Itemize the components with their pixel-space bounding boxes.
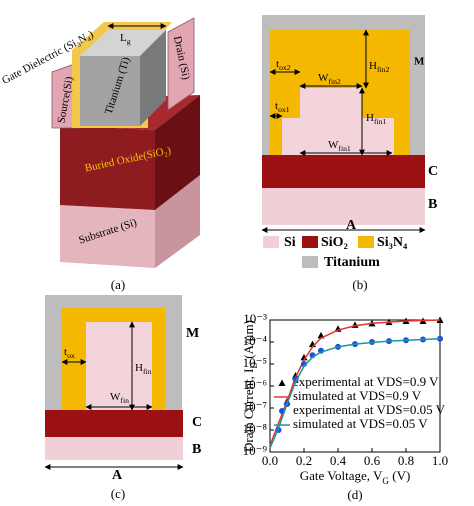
subscript: ox: [67, 351, 75, 360]
label: B: [192, 442, 201, 457]
caption: (c): [111, 486, 125, 501]
y-tick-label: 10⁻⁵: [243, 355, 267, 370]
text-part: Drain Current, I: [241, 369, 256, 452]
legend-label: experimental at VDS=0.9 V: [293, 374, 439, 389]
substrate-front: [60, 205, 155, 268]
x-tick-label: 0.4: [330, 453, 347, 468]
subscript: fin2: [328, 77, 341, 86]
legend-swatch: [302, 236, 318, 248]
gate-side: [140, 30, 166, 126]
subscript: D: [249, 362, 259, 369]
y-tick-label: 10⁻⁹: [243, 443, 268, 458]
substrate: [262, 188, 425, 225]
text-part: t: [276, 58, 279, 70]
substrate-side: [155, 175, 200, 268]
label: Hfin2: [369, 60, 389, 75]
panel-c: tox Hfin Wfin M C B A (c): [44, 295, 202, 501]
subscript: G: [382, 476, 389, 486]
text-part: L: [120, 32, 127, 44]
text-part: Gate Voltage, V: [300, 468, 383, 483]
text-part: W: [110, 391, 121, 403]
legend-label: Si: [284, 235, 296, 250]
text-part: H: [369, 60, 377, 72]
label: C: [192, 415, 202, 430]
text-part: W: [318, 72, 329, 84]
caption: (d): [347, 487, 362, 502]
box-side: [155, 95, 200, 210]
label: M: [186, 326, 199, 341]
fin-bottom: [282, 118, 394, 155]
label: C: [428, 164, 438, 179]
x-tick-label: 1.0: [432, 453, 448, 468]
label: Wfin2: [318, 72, 341, 87]
y-tick-label: 10⁻⁶: [243, 377, 267, 392]
subscript: fin: [120, 396, 129, 405]
y-tick-label: 10⁻³: [243, 311, 267, 326]
legend-swatch: [302, 256, 318, 268]
y-tick-label: 10⁻⁷: [243, 399, 267, 414]
y-tick-label: 10⁻⁴: [243, 333, 268, 348]
x-tick-label: 0.6: [364, 453, 381, 468]
label: B: [428, 197, 437, 212]
legend-label: simulated at VDS=0.9 V: [293, 388, 422, 403]
marker: [436, 316, 444, 323]
gate-front: [80, 56, 140, 126]
label: M: [414, 56, 425, 68]
caption: (b): [352, 277, 367, 292]
label: tox1: [275, 100, 290, 115]
legend-swatch: [358, 236, 374, 248]
panel-b: tox2 Wfin2 Hfin2 M tox1 Hfin1 Wfin1 C B …: [261, 15, 438, 292]
subscript: ox1: [278, 105, 290, 114]
legend-label: Titanium: [324, 255, 380, 270]
gate-top: [80, 30, 166, 56]
label: A: [112, 468, 123, 483]
subscript: g: [127, 37, 131, 46]
label: Hfin1: [366, 112, 386, 127]
subscript: fin1: [338, 144, 351, 153]
legend-label: experimental at VDS=0.05 V: [293, 402, 446, 417]
text-part: (A/μm): [241, 320, 256, 362]
legend-label: simulated at VDS=0.05 V: [293, 416, 428, 431]
label: A: [346, 218, 357, 233]
oxide: [262, 155, 425, 188]
drain: [167, 17, 195, 111]
text-part: t: [275, 100, 278, 112]
subscript: fin: [143, 367, 152, 376]
panel-a: Gate Dielectric (Si₃N₄) Lg Titanium (Ti)…: [0, 17, 200, 292]
y-tick-label: 10⁻⁸: [243, 421, 268, 436]
oxide: [45, 410, 183, 437]
text-part: W: [328, 139, 339, 151]
caption: (a): [111, 277, 125, 292]
fin: [86, 322, 152, 410]
text-part: H: [135, 362, 143, 374]
label: tox: [64, 346, 75, 361]
legend-label: SiO₂: [321, 235, 348, 250]
marker: [292, 372, 299, 379]
label: tox2: [276, 58, 291, 73]
text-part: t: [64, 346, 67, 358]
series-line: [269, 338, 441, 449]
x-tick-label: 0.8: [398, 453, 414, 468]
panel-d: Drain Current, ID (A/μm) Gate Voltage, V…: [241, 311, 448, 502]
legend-label: Si₃N₄: [377, 235, 408, 250]
x-tick-label: 0.2: [296, 453, 312, 468]
substrate: [45, 437, 183, 460]
x-axis-label: Gate Voltage, VG (V): [300, 468, 411, 486]
subscript: fin2: [377, 65, 390, 74]
subscript: fin1: [374, 117, 387, 126]
text-part: (V): [389, 468, 410, 483]
box-front: [60, 125, 155, 210]
label: Lg: [120, 32, 131, 47]
label: Wfin1: [328, 139, 351, 154]
y-axis-label: Drain Current, ID (A/μm): [241, 320, 259, 452]
label: Hfin: [135, 362, 152, 377]
legend-swatch: [263, 236, 279, 248]
legend-marker: [278, 379, 286, 386]
label: Wfin: [110, 391, 129, 406]
text-part: H: [366, 112, 374, 124]
subscript: ox2: [279, 63, 291, 72]
x-tick-label: 0.0: [262, 453, 278, 468]
